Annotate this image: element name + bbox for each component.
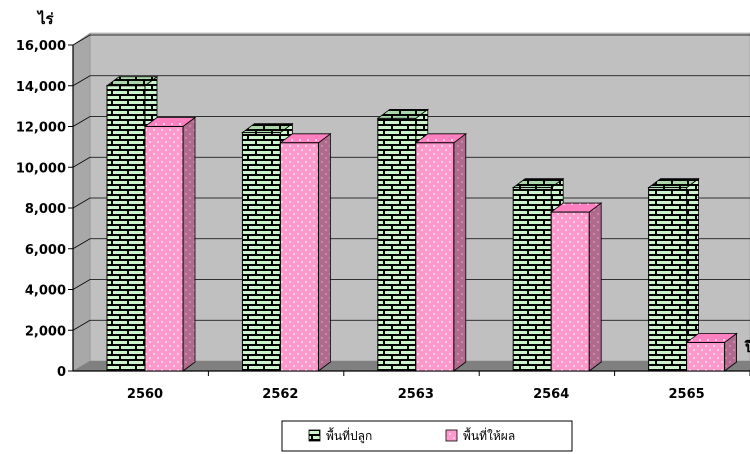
bar-front-face: [415, 142, 455, 372]
gridline: [72, 34, 750, 46]
bar-side-face: [588, 202, 602, 372]
bar-front-face: [686, 341, 726, 372]
y-tick-label: 12,000: [16, 121, 66, 136]
gridline: [72, 116, 750, 127]
bar-side-face: [317, 133, 331, 372]
x-tick-label: 2564: [533, 387, 569, 402]
bar-front-face: [144, 126, 184, 372]
legend: พื้นที่ปลูก พื้นที่ให้ผล: [281, 420, 573, 452]
bar-side-face: [182, 116, 196, 372]
x-unit-label: ปี: [744, 338, 750, 356]
x-tick-label: 2562: [262, 387, 298, 402]
legend-swatch-planted: [308, 429, 321, 442]
x-tick-label: 2563: [398, 387, 434, 402]
bar-planted: [647, 177, 700, 372]
y-tick-label: 2,000: [25, 324, 66, 339]
y-tick-label: 16,000: [16, 39, 66, 54]
bar-front-face: [550, 211, 590, 372]
y-tick-label: 14,000: [16, 80, 66, 95]
bar-yielding: [685, 332, 738, 372]
bar-front-face: [648, 187, 688, 372]
bar-yielding: [414, 133, 467, 372]
bar-front-face: [106, 85, 146, 372]
gridline: [72, 156, 750, 168]
bar-front-face: [241, 132, 281, 372]
bar-yielding: [143, 116, 197, 372]
legend-swatch-yielding: [445, 429, 458, 442]
bar-yielding: [279, 133, 332, 372]
chart-side-wall: [72, 32, 91, 372]
legend-box: [281, 420, 573, 452]
y-tick-label: 4,000: [25, 284, 66, 299]
bar-front-face: [512, 187, 552, 372]
bar-side-face: [453, 133, 467, 372]
legend-label-yielding: พื้นที่ให้ผล: [463, 427, 515, 443]
x-tick-label: 2565: [669, 387, 705, 402]
y-tick-label: 10,000: [16, 161, 66, 176]
bar-yielding: [550, 202, 603, 372]
bar-front-face: [377, 117, 417, 372]
y-tick-label: 6,000: [25, 243, 66, 258]
y-tick-label: 8,000: [25, 202, 66, 217]
legend-label-planted: พื้นที่ปลูก: [326, 427, 372, 444]
gridline: [72, 75, 750, 87]
x-tick-label: 2560: [127, 387, 163, 402]
y-tick-label: 0: [57, 365, 66, 380]
bar-front-face: [279, 142, 319, 372]
y-unit-label: ไร่: [36, 9, 55, 28]
